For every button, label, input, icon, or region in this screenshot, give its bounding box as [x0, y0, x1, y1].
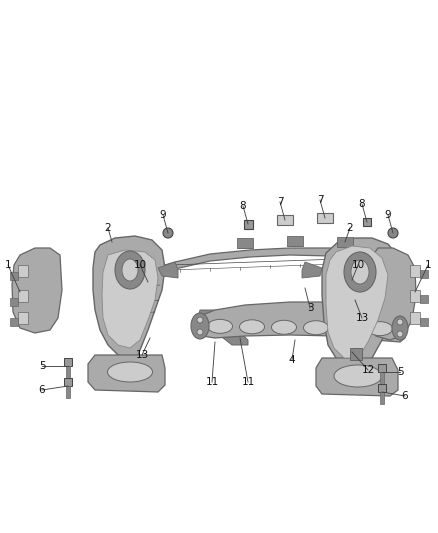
- Text: 1: 1: [5, 260, 11, 270]
- Ellipse shape: [272, 320, 297, 334]
- Polygon shape: [316, 358, 398, 396]
- Bar: [410, 265, 420, 277]
- Ellipse shape: [344, 252, 376, 292]
- Text: 5: 5: [39, 361, 45, 371]
- Bar: [66, 386, 70, 398]
- Bar: [287, 236, 303, 246]
- Ellipse shape: [367, 321, 392, 336]
- Ellipse shape: [197, 329, 203, 335]
- Text: 2: 2: [347, 223, 353, 233]
- Bar: [10, 318, 18, 326]
- Ellipse shape: [115, 251, 145, 289]
- Text: 1: 1: [425, 260, 431, 270]
- Ellipse shape: [388, 228, 398, 238]
- Bar: [277, 215, 293, 225]
- Text: 4: 4: [289, 355, 295, 365]
- Polygon shape: [195, 302, 405, 342]
- Ellipse shape: [304, 321, 328, 335]
- Bar: [410, 290, 420, 302]
- Bar: [337, 237, 353, 247]
- Bar: [18, 312, 28, 324]
- Text: 2: 2: [105, 223, 111, 233]
- Text: 8: 8: [359, 199, 365, 209]
- Text: 6: 6: [39, 385, 45, 395]
- Ellipse shape: [351, 260, 369, 284]
- Bar: [410, 312, 420, 324]
- Bar: [18, 265, 28, 277]
- Text: 6: 6: [402, 391, 408, 401]
- Ellipse shape: [191, 313, 209, 339]
- Ellipse shape: [197, 317, 203, 323]
- Ellipse shape: [240, 320, 265, 334]
- Bar: [10, 272, 18, 280]
- Bar: [64, 378, 72, 386]
- Text: 12: 12: [361, 365, 374, 375]
- Polygon shape: [12, 248, 62, 333]
- Ellipse shape: [122, 259, 138, 281]
- Bar: [378, 364, 386, 372]
- Polygon shape: [302, 262, 322, 278]
- Bar: [380, 372, 384, 384]
- Bar: [420, 295, 428, 303]
- Ellipse shape: [107, 362, 152, 382]
- Bar: [18, 290, 28, 302]
- Ellipse shape: [397, 331, 403, 337]
- Bar: [420, 270, 428, 278]
- Text: 3: 3: [307, 303, 313, 313]
- Text: 10: 10: [351, 260, 364, 270]
- Ellipse shape: [392, 316, 408, 340]
- Text: 5: 5: [397, 367, 403, 377]
- Text: 10: 10: [134, 260, 147, 270]
- Text: 13: 13: [355, 313, 369, 323]
- Ellipse shape: [397, 319, 403, 325]
- Polygon shape: [326, 246, 388, 358]
- Bar: [64, 358, 72, 366]
- Polygon shape: [88, 355, 165, 392]
- Bar: [244, 220, 253, 229]
- Text: 9: 9: [385, 210, 391, 220]
- Text: 11: 11: [205, 377, 219, 387]
- Bar: [66, 366, 70, 378]
- Text: 11: 11: [241, 377, 254, 387]
- Polygon shape: [358, 310, 402, 345]
- Text: 7: 7: [277, 197, 283, 207]
- Text: 7: 7: [317, 195, 323, 205]
- Bar: [10, 298, 18, 306]
- Bar: [378, 384, 386, 392]
- Polygon shape: [155, 248, 405, 275]
- Ellipse shape: [208, 319, 233, 333]
- Text: 9: 9: [160, 210, 166, 220]
- Polygon shape: [158, 262, 178, 278]
- Polygon shape: [102, 250, 158, 348]
- Polygon shape: [322, 238, 400, 365]
- Ellipse shape: [334, 365, 382, 387]
- Polygon shape: [93, 236, 165, 358]
- Bar: [237, 238, 253, 248]
- Ellipse shape: [336, 321, 360, 335]
- Bar: [317, 213, 333, 223]
- Text: 8: 8: [240, 201, 246, 211]
- Bar: [363, 218, 371, 226]
- Bar: [350, 348, 362, 360]
- Polygon shape: [198, 310, 248, 345]
- Ellipse shape: [163, 228, 173, 238]
- Text: 13: 13: [135, 350, 148, 360]
- Bar: [420, 318, 428, 326]
- Bar: [380, 392, 384, 404]
- Polygon shape: [366, 248, 416, 340]
